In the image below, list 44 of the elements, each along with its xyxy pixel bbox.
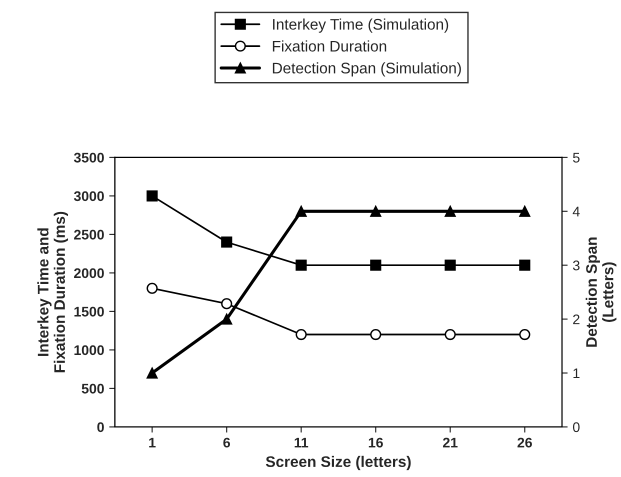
- y-tick-label: 1000: [74, 345, 104, 356]
- y-tick-label: 3000: [74, 191, 104, 202]
- legend-label: Detection Span (Simulation): [272, 62, 461, 77]
- x-tick-label: 11: [294, 438, 308, 448]
- point: [296, 206, 307, 217]
- y-tick-label: 0: [97, 422, 104, 432]
- point: [519, 260, 530, 271]
- legend-label: Interkey Time (Simulation): [273, 18, 448, 33]
- x-tick-label: 6: [223, 438, 230, 448]
- x-axis-title: Screen Size (letters): [266, 456, 411, 470]
- point: [146, 282, 158, 294]
- y2-tick-label: 4: [572, 206, 580, 216]
- x-tick-label: 16: [368, 438, 383, 448]
- y-tick-label: 2000: [74, 268, 104, 278]
- point: [221, 314, 232, 325]
- point: [519, 206, 530, 217]
- point: [370, 206, 382, 217]
- x-tick-label: 21: [442, 438, 458, 448]
- y-tick-label: 500: [82, 384, 104, 394]
- x-tick-label: 1: [149, 438, 156, 448]
- point: [444, 260, 456, 271]
- point: [444, 206, 456, 217]
- point: [370, 328, 382, 340]
- point: [444, 328, 456, 340]
- point: [370, 260, 382, 271]
- y2-axis-title: Detection Span (Letters): [586, 238, 616, 347]
- y2-tick-label: 1: [573, 368, 580, 378]
- point: [519, 328, 530, 340]
- point: [296, 328, 307, 340]
- point: [296, 260, 307, 271]
- legend-label: Fixation Duration: [272, 40, 386, 52]
- x-tick-label: 26: [518, 438, 532, 448]
- point: [221, 298, 232, 310]
- y-tick-label: 1500: [74, 306, 104, 317]
- y2-tick-label: 5: [572, 152, 580, 163]
- point: [146, 367, 158, 379]
- y2-tick-label: 3: [572, 260, 580, 270]
- y2-tick-label: 2: [573, 314, 580, 324]
- y-tick-label: 2500: [74, 230, 104, 240]
- y2-tick-label: 0: [572, 422, 580, 432]
- point: [146, 190, 158, 202]
- point: [221, 236, 232, 248]
- y-axis-title: Interkey Time and Fixation Duration (ms): [37, 212, 68, 372]
- y-tick-label: 3500: [74, 152, 104, 163]
